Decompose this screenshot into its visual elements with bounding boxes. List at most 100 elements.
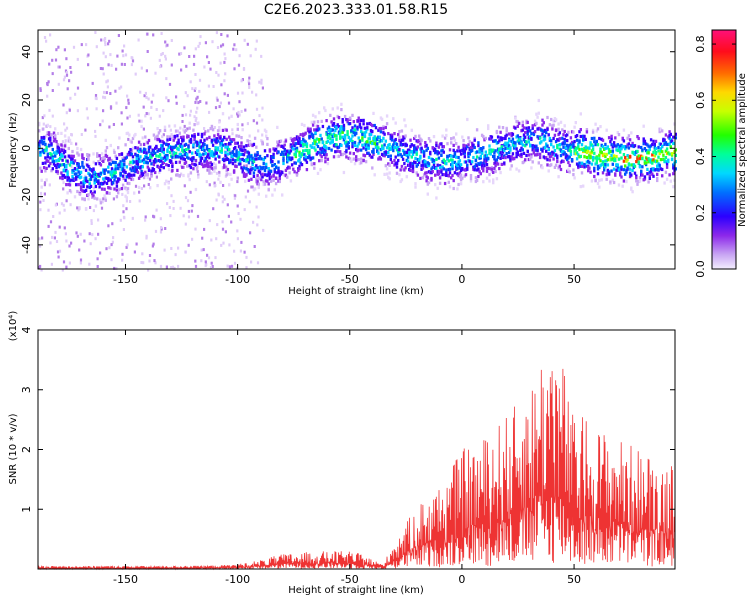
spectrogram-cell [226, 157, 230, 161]
spectrogram-cell [267, 167, 270, 171]
spectrogram-noise-cell [83, 239, 86, 243]
spectrogram-cell [526, 129, 529, 134]
spectrogram-cell [242, 153, 246, 157]
spectrogram-cell [223, 135, 226, 140]
spectrogram-noise-cell [223, 52, 226, 56]
spectrogram-noise-cell [125, 207, 128, 211]
spectrogram-noise-cell [232, 47, 235, 51]
snr-x-ticks: -150 -100 -50 0 50 [113, 330, 581, 586]
spectrogram-cell [621, 184, 624, 188]
spectrogram-cell [314, 115, 317, 119]
spectrogram-cell [445, 171, 448, 175]
spectrogram-cell [583, 155, 586, 159]
spectrogram-cell [50, 169, 53, 173]
spectrogram-cell [441, 134, 444, 138]
spectrogram-cell [207, 153, 210, 157]
spectrogram-cell [442, 145, 445, 149]
spectrogram-cell [166, 153, 169, 158]
spectrogram-cell [617, 168, 621, 172]
spectrogram-y-tick-label: 0 [20, 145, 33, 152]
spectrogram-cell [628, 171, 632, 175]
spectrogram-cell [404, 134, 407, 138]
spectrogram-cell [195, 152, 199, 156]
spectrogram-noise-cell [189, 109, 192, 113]
spectrogram-noise-cell [145, 112, 148, 115]
spectrogram-cell [540, 140, 543, 144]
spectrogram-cell [160, 164, 163, 168]
spectrogram-noise-cell [45, 39, 48, 43]
spectrogram-cell [674, 136, 677, 140]
spectrogram-cell [529, 135, 532, 139]
spectrogram-y-tick-label: 40 [20, 45, 33, 59]
spectrogram-cell [226, 148, 230, 152]
spectrogram-cell [429, 139, 432, 143]
spectrogram-noise-cell [194, 47, 197, 51]
spectrogram-cell [498, 139, 501, 143]
spectrogram-cell [351, 145, 354, 149]
spectrogram-cell [197, 149, 200, 153]
spectrogram-noise-cell [190, 209, 193, 213]
spectrogram-cell [86, 185, 89, 189]
spectrogram-cell [229, 172, 232, 176]
spectrogram-cell [62, 168, 66, 172]
spectrogram-cell [638, 176, 642, 180]
spectrogram-cell [536, 149, 539, 153]
spectrogram-cell [367, 151, 370, 155]
spectrogram-cell [63, 144, 67, 148]
spectrogram-cell [475, 155, 479, 159]
spectrogram-cell [614, 157, 617, 161]
spectrogram-cell [299, 133, 302, 137]
spectrogram-cell [261, 140, 264, 144]
spectrogram-cell [358, 125, 362, 129]
spectrogram-noise-cell [170, 136, 173, 140]
spectrogram-cell [564, 156, 568, 160]
spectrogram-cell [325, 119, 328, 123]
spectrogram-cell [93, 190, 96, 194]
spectrogram-cell [548, 123, 552, 127]
spectrogram-cell [384, 164, 387, 168]
snr-y-tick-label: 3 [20, 386, 33, 393]
spectrogram-cell [115, 156, 119, 160]
spectrogram-cell [392, 144, 395, 148]
spectrogram-noise-cell [155, 108, 158, 111]
spectrogram-cell [496, 140, 500, 145]
spectrogram-cell [478, 149, 481, 153]
spectrogram-cell [582, 134, 585, 138]
spectrogram-cell [358, 122, 362, 127]
spectrogram-cell [437, 172, 441, 176]
spectrogram-cell [669, 132, 672, 136]
spectrogram-cell [114, 164, 117, 168]
spectrogram-cell [142, 142, 146, 146]
spectrogram-noise-cell [110, 243, 113, 247]
spectrogram-cell [114, 175, 117, 179]
spectrogram-cell [557, 132, 560, 137]
spectrogram-cell [305, 168, 309, 172]
spectrogram-cell [131, 166, 135, 170]
spectrogram-cell [94, 184, 98, 189]
spectrogram-cell [311, 135, 315, 140]
spectrogram-cell [411, 169, 415, 174]
spectrogram-cell [556, 146, 559, 150]
spectrogram-noise-cell [170, 247, 173, 250]
spectrogram-cell [161, 161, 164, 165]
spectrogram-cell [75, 172, 78, 176]
spectrogram-cell [193, 137, 196, 141]
spectrogram-cell [379, 126, 383, 131]
spectrogram-cell [364, 160, 368, 164]
spectrogram-cell [182, 128, 185, 132]
snr-x-tick-label: 50 [567, 573, 581, 586]
spectrogram-cell [387, 143, 390, 148]
spectrogram-noise-cell [146, 32, 149, 36]
spectrogram-cell [514, 126, 517, 130]
snr-y-tick-label: 2 [20, 446, 33, 453]
spectrogram-cell [318, 127, 321, 131]
spectrogram-cell [340, 102, 343, 106]
spectrogram-noise-cell [196, 214, 200, 218]
spectrogram-noise-cell [228, 116, 231, 120]
spectrogram-noise-cell [240, 79, 243, 83]
spectrogram-cell [128, 181, 131, 186]
spectrogram-cell [648, 145, 651, 149]
spectrogram-noise-cell [176, 129, 180, 133]
spectrogram-cell [55, 166, 58, 170]
spectrogram-cell [566, 133, 569, 137]
